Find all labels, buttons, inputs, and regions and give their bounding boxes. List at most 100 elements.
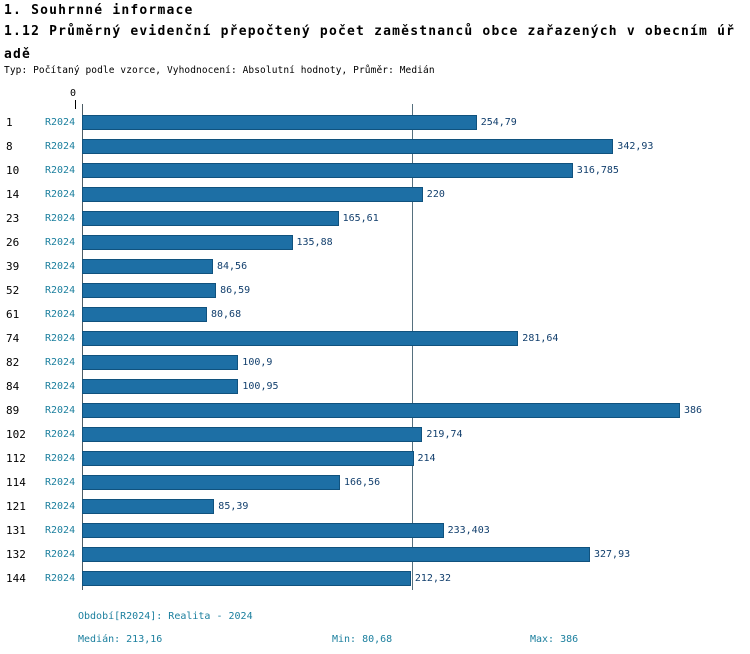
bar-track: 80,68 — [82, 302, 750, 326]
chart-row: 82 R2024 100,9 — [0, 350, 750, 374]
bar — [82, 186, 423, 202]
row-category-label: 144 — [6, 571, 26, 585]
bar-track: 327,93 — [82, 542, 750, 566]
median-stat: Medián: 213,16 — [78, 634, 163, 645]
row-series-label: R2024 — [45, 164, 76, 176]
row-series-label: R2024 — [45, 236, 76, 248]
row-series-label: R2024 — [45, 380, 76, 392]
bar-value-label: 233,403 — [447, 524, 490, 536]
bar-track: 342,93 — [82, 134, 750, 158]
chart-row: 112 R2024 214 — [0, 446, 750, 470]
bar-track: 219,74 — [82, 422, 750, 446]
bar — [82, 282, 217, 298]
row-series-label: R2024 — [45, 332, 76, 344]
chart-meta-line: Typ: Počítaný podle vzorce, Vyhodnocení:… — [4, 65, 435, 76]
row-category-label: 14 — [6, 187, 20, 201]
chart-row: 144 R2024 212,32 — [0, 566, 750, 590]
median-gridline — [412, 104, 414, 590]
bar — [82, 138, 614, 154]
row-category-label: 8 — [6, 139, 13, 153]
row-series-label: R2024 — [45, 284, 76, 296]
chart-footer: Období[R2024]: Realita - 2024 Medián: 21… — [0, 606, 750, 654]
chart-row: 8 R2024 342,93 — [0, 134, 750, 158]
chart-row: 131 R2024 233,403 — [0, 518, 750, 542]
bar — [82, 402, 680, 418]
section-title: 1. Souhrnné informace — [4, 3, 194, 18]
chart-row: 89 R2024 386 — [0, 398, 750, 422]
bar — [82, 306, 207, 322]
bar-value-label: 100,9 — [242, 356, 273, 368]
bar-track: 166,56 — [82, 470, 750, 494]
bar — [82, 450, 414, 466]
chart-row: 26 R2024 135,88 — [0, 230, 750, 254]
row-category-label: 112 — [6, 451, 26, 465]
bar — [82, 378, 239, 394]
bar — [82, 426, 423, 442]
chart-title: 1.12 Průměrný evidenční přepočtený počet… — [4, 24, 736, 62]
row-series-label: R2024 — [45, 188, 76, 200]
row-series-label: R2024 — [45, 140, 76, 152]
bar-track: 281,64 — [82, 326, 750, 350]
period-label: Období[R2024]: Realita - 2024 — [78, 611, 253, 622]
bar-track: 100,9 — [82, 350, 750, 374]
bar-value-label: 86,59 — [220, 284, 251, 296]
row-series-label: R2024 — [45, 356, 76, 368]
bar — [82, 570, 411, 586]
row-category-label: 84 — [6, 379, 20, 393]
row-series-label: R2024 — [45, 260, 76, 272]
row-series-label: R2024 — [45, 452, 76, 464]
bar-track: 84,56 — [82, 254, 750, 278]
bar-value-label: 342,93 — [617, 140, 654, 152]
bar-value-label: 220 — [426, 188, 445, 200]
bar-value-label: 316,785 — [576, 164, 619, 176]
bar-value-label: 281,64 — [522, 332, 559, 344]
chart-row: 1 R2024 254,79 — [0, 110, 750, 134]
bar-value-label: 85,39 — [218, 500, 249, 512]
bar-chart: 0 1 R2024 254,79 8 R2024 342,93 10 R2024 316,785… — [0, 86, 750, 598]
row-category-label: 26 — [6, 235, 20, 249]
chart-row: 84 R2024 100,95 — [0, 374, 750, 398]
chart-row: 114 R2024 166,56 — [0, 470, 750, 494]
bar-track: 135,88 — [82, 230, 750, 254]
bar — [82, 330, 519, 346]
bar-track: 233,403 — [82, 518, 750, 542]
bar-track: 214 — [82, 446, 750, 470]
row-series-label: R2024 — [45, 548, 76, 560]
chart-row: 52 R2024 86,59 — [0, 278, 750, 302]
row-series-label: R2024 — [45, 500, 76, 512]
bar-value-label: 214 — [417, 452, 436, 464]
row-series-label: R2024 — [45, 476, 76, 488]
chart-row: 102 R2024 219,74 — [0, 422, 750, 446]
bar-value-label: 135,88 — [296, 236, 333, 248]
bar — [82, 258, 213, 274]
bar-value-label: 84,56 — [217, 260, 248, 272]
bar-track: 316,785 — [82, 158, 750, 182]
bar-value-label: 100,95 — [242, 380, 279, 392]
bar — [82, 210, 339, 226]
row-series-label: R2024 — [45, 116, 76, 128]
x-axis-tick — [75, 100, 76, 109]
chart-row: 61 R2024 80,68 — [0, 302, 750, 326]
bar-track: 254,79 — [82, 110, 750, 134]
bar-value-label: 165,61 — [342, 212, 379, 224]
chart-row: 74 R2024 281,64 — [0, 326, 750, 350]
row-category-label: 131 — [6, 523, 26, 537]
bar-value-label: 166,56 — [344, 476, 381, 488]
bar-value-label: 212,32 — [414, 572, 452, 584]
row-series-label: R2024 — [45, 212, 76, 224]
chart-row: 14 R2024 220 — [0, 182, 750, 206]
bar-value-label: 327,93 — [594, 548, 631, 560]
max-stat: Max: 386 — [530, 634, 579, 645]
bar — [82, 498, 215, 514]
bar-track: 100,95 — [82, 374, 750, 398]
bar — [82, 474, 340, 490]
row-category-label: 132 — [6, 547, 26, 561]
row-series-label: R2024 — [45, 572, 76, 584]
bar — [82, 546, 590, 562]
chart-row: 132 R2024 327,93 — [0, 542, 750, 566]
row-category-label: 114 — [6, 475, 26, 489]
bar-value-label: 254,79 — [480, 116, 517, 128]
chart-row: 10 R2024 316,785 — [0, 158, 750, 182]
bar-value-label: 219,74 — [426, 428, 463, 440]
min-stat: Min: 80,68 — [332, 634, 393, 645]
